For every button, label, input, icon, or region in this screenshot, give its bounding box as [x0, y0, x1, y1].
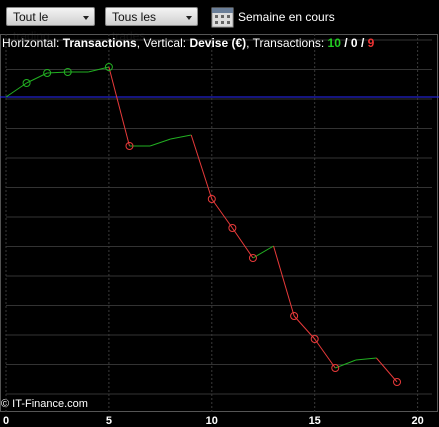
- segment: [314, 338, 336, 369]
- trade-marker: [310, 335, 319, 343]
- trade-marker: [22, 79, 31, 87]
- wins: 10: [327, 36, 341, 50]
- sep: /: [344, 36, 348, 50]
- x-tick-label: 20: [411, 415, 423, 427]
- grid-pattern: [6, 34, 432, 412]
- segment: [149, 138, 171, 147]
- trade-marker: [125, 142, 134, 150]
- segment: [231, 227, 254, 259]
- segment: [211, 198, 233, 229]
- segment: [293, 315, 316, 340]
- segment: [355, 357, 377, 361]
- chart-header: Horizontal: Transactions, Vertical: Devi…: [2, 36, 374, 50]
- trade-marker: [63, 68, 72, 76]
- trade-marker: [228, 224, 237, 232]
- segment: [273, 245, 295, 317]
- segment: [108, 66, 130, 147]
- x-tick-label: 0: [3, 415, 9, 427]
- trade-marker: [43, 69, 52, 77]
- flat: 0: [350, 36, 358, 50]
- trade-marker: [331, 364, 340, 372]
- segment: [376, 357, 398, 383]
- trade-marker: [104, 63, 113, 71]
- trade-marker: [290, 312, 299, 320]
- period-label[interactable]: Semaine en cours: [238, 10, 335, 24]
- plot-frame: [0, 34, 438, 412]
- v-value: Devise (€): [189, 36, 247, 50]
- trade-marker: [207, 195, 216, 203]
- trade-marker: [393, 378, 402, 386]
- h-label: Horizontal:: [2, 36, 60, 50]
- trade-marker: [248, 254, 257, 262]
- x-tick-label: 5: [106, 415, 112, 427]
- x-tick-label: 10: [206, 415, 218, 427]
- sep: /: [360, 36, 365, 50]
- segment: [190, 134, 213, 200]
- v-label: , Vertical:: [136, 36, 187, 50]
- copyright: © IT-Finance.com: [1, 398, 88, 410]
- segment: [170, 134, 192, 140]
- t-label: , Transactions:: [246, 36, 325, 50]
- x-tick-label: 15: [309, 415, 321, 427]
- h-value: Transactions: [62, 36, 137, 50]
- segment: [5, 82, 27, 98]
- calendar-icon[interactable]: [211, 5, 235, 29]
- losses: 9: [367, 36, 375, 50]
